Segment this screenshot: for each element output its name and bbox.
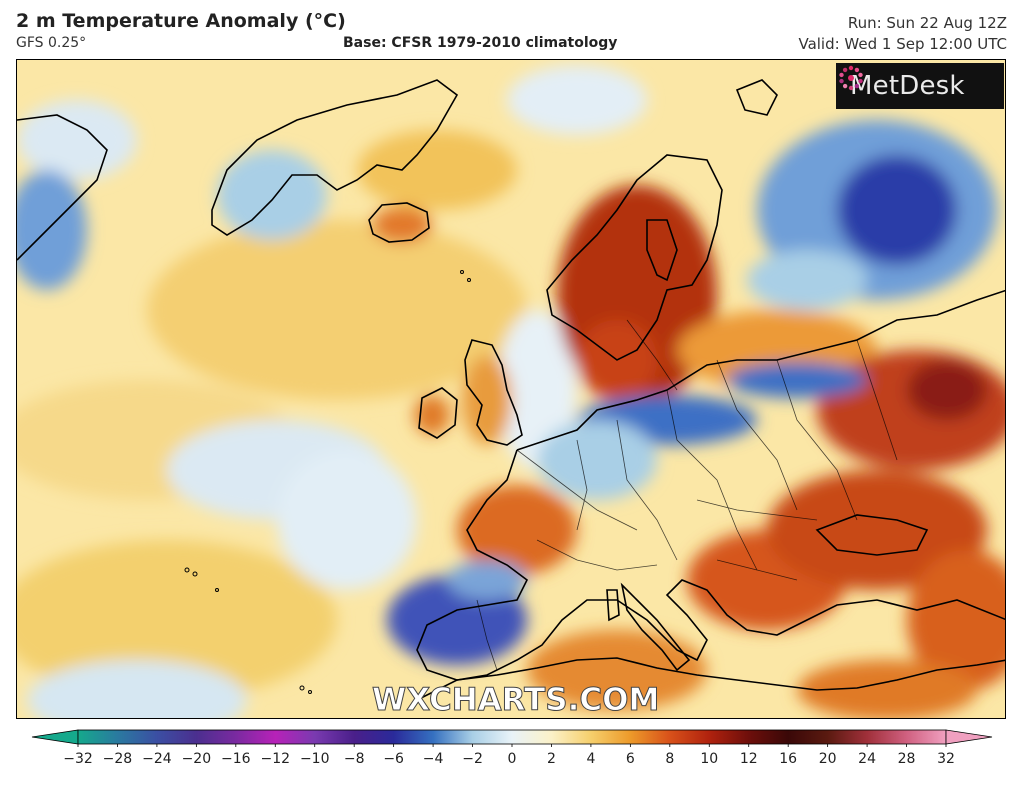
- metdesk-logo-text: MetDesk: [850, 71, 965, 101]
- colorbar: −32 −28 −24 −20 −16 −12 −10 −8 −6 −4 −2 0 2 4 6 8 10 12 16…: [0, 726, 1024, 786]
- model-label: GFS 0.25°: [16, 35, 87, 51]
- arctic-island-outline: [735, 79, 778, 116]
- colorbar-tick-label: 24: [858, 751, 876, 767]
- colorbar-tick-label: −16: [221, 751, 251, 767]
- small-islands: [184, 270, 471, 694]
- watermark: WXCHARTS.COM: [372, 682, 659, 718]
- colorbar-tick-label: −32: [63, 751, 93, 767]
- chart-title: 2 m Temperature Anomaly (°C): [16, 10, 346, 32]
- colorbar-tick-label: −8: [344, 751, 365, 767]
- colorbar-tick-label: 10: [700, 751, 718, 767]
- country-borders: [476, 319, 898, 671]
- colorbar-max-arrow: [945, 729, 993, 745]
- colorbar-tick-label: 12: [740, 751, 758, 767]
- metdesk-logo: MetDesk: [836, 63, 1004, 109]
- colorbar-tick-label: −28: [103, 751, 133, 767]
- black-sea-outline: [815, 514, 929, 556]
- coastlines: [17, 79, 1005, 701]
- colorbar-tick-label: 32: [937, 751, 955, 767]
- baltic-sea-outline: [646, 219, 678, 282]
- colorbar-tick-label: 2: [547, 751, 556, 767]
- anomaly-field: [17, 65, 1005, 718]
- colorbar-tick-label: 0: [508, 751, 517, 767]
- map-canvas: WXCHARTS.COM: [17, 60, 1005, 718]
- colorbar-tick-label: 4: [586, 751, 595, 767]
- colorbar-tick-label: 8: [665, 751, 674, 767]
- sardinia-outline: [606, 589, 620, 622]
- colorbar-tick-label: −2: [462, 751, 483, 767]
- anomaly-map: WXCHARTS.COM MetDesk: [16, 59, 1006, 719]
- colorbar-tick-label: 28: [898, 751, 916, 767]
- colorbar-tick-label: 16: [779, 751, 797, 767]
- base-label: Base: CFSR 1979-2010 climatology: [343, 35, 618, 51]
- colorbar-gradient: [77, 729, 947, 745]
- colorbar-tick-label: −12: [260, 751, 290, 767]
- great-britain-outline: [464, 339, 523, 446]
- colorbar-tick-label: −6: [383, 751, 404, 767]
- colorbar-tick-label: −10: [300, 751, 330, 767]
- iceland-outline: [368, 202, 430, 243]
- north-africa-outline: [416, 657, 1005, 701]
- ireland-outline: [418, 387, 458, 439]
- scandinavia-outline: [546, 154, 723, 361]
- colorbar-tick-label: −4: [423, 751, 444, 767]
- colorbar-svg: −32 −28 −24 −20 −16 −12 −10 −8 −6 −4 −2 0 2 4 6 8 10 12 16…: [31, 729, 993, 767]
- valid-label: Valid: Wed 1 Sep 12:00 UTC: [798, 35, 1007, 53]
- colorbar-tick-label: −24: [142, 751, 172, 767]
- colorbar-tick-label: 20: [819, 751, 837, 767]
- canada-outline: [17, 114, 108, 261]
- continent-outline: [416, 289, 1005, 681]
- colorbar-min-arrow: [31, 729, 79, 745]
- italy-outline: [620, 582, 691, 672]
- greenland-outline: [211, 79, 459, 236]
- colorbar-tick-label: −20: [182, 751, 212, 767]
- colorbar-tick-label: 6: [626, 751, 635, 767]
- run-label: Run: Sun 22 Aug 12Z: [847, 14, 1007, 32]
